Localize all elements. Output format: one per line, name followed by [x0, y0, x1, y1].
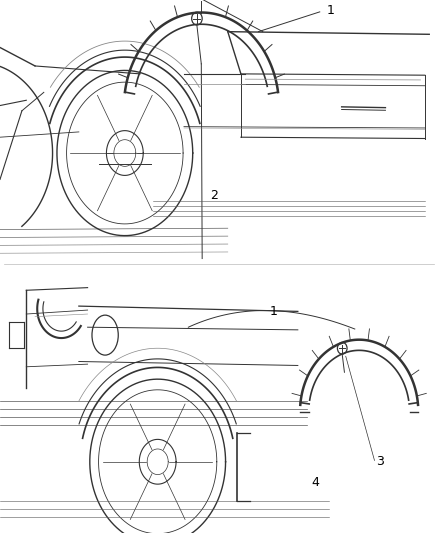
Text: 3: 3 [376, 455, 384, 469]
Text: 4: 4 [311, 477, 319, 489]
Text: 1: 1 [269, 305, 277, 318]
Text: 2: 2 [210, 189, 218, 201]
Text: 1: 1 [326, 4, 334, 17]
